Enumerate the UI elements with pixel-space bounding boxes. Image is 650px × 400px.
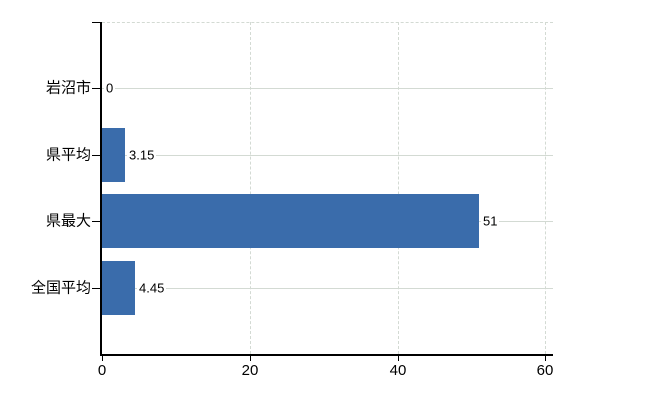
x-axis-line [100, 354, 553, 356]
bar [102, 128, 125, 182]
x-tick-label: 20 [241, 362, 259, 379]
vertical-gridline [250, 22, 251, 354]
value-label: 51 [481, 213, 500, 229]
bar [102, 261, 135, 315]
category-gridline [102, 88, 553, 89]
y-axis-top-tick [92, 22, 100, 23]
y-axis-line [100, 22, 102, 356]
x-tick-label: 0 [97, 362, 107, 379]
x-tick-label: 60 [536, 362, 554, 379]
x-tick-label: 40 [389, 362, 407, 379]
value-label: 4.45 [137, 280, 167, 296]
y-axis-tick [92, 88, 100, 89]
category-gridline [102, 288, 553, 289]
vertical-gridline [545, 22, 546, 354]
value-label: 0 [104, 80, 116, 96]
x-axis-tick [250, 356, 251, 361]
x-axis-tick [545, 356, 546, 361]
category-label: 県最大 [45, 212, 91, 230]
category-gridline [102, 155, 553, 156]
y-axis-tick [92, 155, 100, 156]
value-label: 3.15 [127, 147, 157, 163]
bar [102, 194, 479, 248]
vertical-gridline [398, 22, 399, 354]
category-label: 全国平均 [30, 279, 91, 297]
plot-top-gridline [102, 22, 553, 23]
x-axis-tick [102, 356, 103, 361]
category-label: 岩沼市 [45, 79, 91, 97]
y-axis-tick [92, 288, 100, 289]
y-axis-tick [92, 221, 100, 222]
category-label: 県平均 [45, 146, 91, 164]
x-axis-tick [398, 356, 399, 361]
